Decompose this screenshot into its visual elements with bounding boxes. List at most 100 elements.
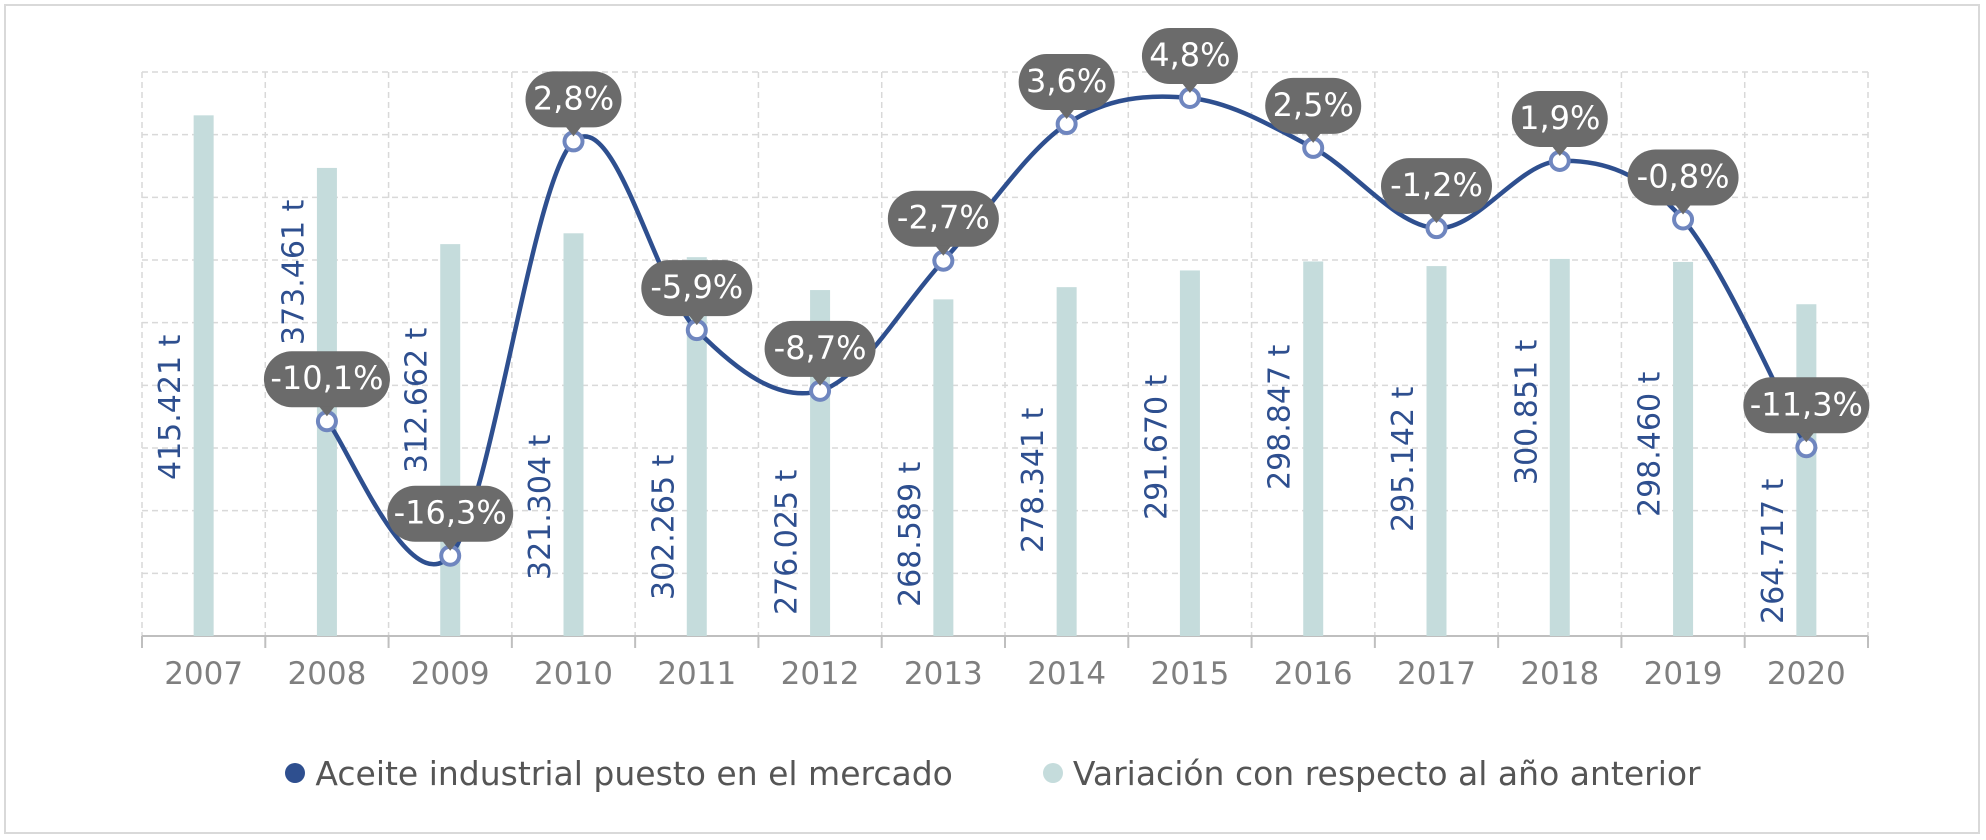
x-tick-2017: 2017 bbox=[1397, 656, 1476, 692]
callout-box-2013 bbox=[887, 190, 999, 247]
bar-2014 bbox=[1056, 287, 1077, 636]
bar-2010 bbox=[563, 233, 584, 636]
bar-label-2012: 276.025 t bbox=[770, 469, 805, 615]
callout-pointer-2014 bbox=[1058, 109, 1075, 120]
callout-label-2010: 2,8% bbox=[533, 79, 614, 117]
callout-2016: 2,5% bbox=[1265, 77, 1362, 143]
callout-box-2017 bbox=[1381, 158, 1492, 215]
callout-box-2020 bbox=[1743, 377, 1870, 434]
callout-pointer-2009 bbox=[442, 540, 459, 551]
callout-label-2019: -0,8% bbox=[1637, 158, 1730, 196]
callout-pointer-2010 bbox=[565, 126, 582, 137]
legend-marker-bars bbox=[1042, 763, 1063, 783]
bar-label-2017: 295.142 t bbox=[1386, 386, 1421, 532]
x-tick-2007: 2007 bbox=[164, 656, 243, 692]
legend-item-bars[interactable]: Variación con respecto al año anterior bbox=[1042, 753, 1701, 793]
bar-label-2020: 264.717 t bbox=[1756, 478, 1791, 624]
line-callouts: -10,1% -16,3% 2,8% -5,9% -8,7% -2,7% 3,6% 4,8% 2… bbox=[263, 28, 1870, 551]
callout-box-2010 bbox=[525, 71, 622, 128]
legend-label-bars: Variación con respecto al año anterior bbox=[1072, 753, 1701, 793]
callout-pointer-2011 bbox=[688, 315, 705, 326]
callout-2009: -16,3% bbox=[387, 485, 514, 551]
callout-pointer-2013 bbox=[935, 245, 952, 256]
x-tick-2010: 2010 bbox=[534, 656, 613, 692]
callout-pointer-2018 bbox=[1551, 145, 1568, 156]
x-tick-2013: 2013 bbox=[904, 656, 983, 692]
callout-box-2008 bbox=[263, 351, 390, 408]
bar-label-2011: 302.265 t bbox=[646, 454, 681, 600]
bar-2020 bbox=[1796, 304, 1817, 636]
callout-box-2009 bbox=[387, 485, 514, 542]
callout-box-2014 bbox=[1018, 54, 1115, 111]
bar-2018 bbox=[1549, 258, 1570, 636]
callout-box-2018 bbox=[1511, 90, 1608, 147]
bar-2016 bbox=[1303, 261, 1324, 636]
bar-label-2016: 298.847 t bbox=[1263, 344, 1298, 490]
callout-label-2011: -5,9% bbox=[650, 268, 743, 306]
x-tick-labels: 2007 2008 2009 2010 2011 2012 2013 2014 2015 2016… bbox=[164, 656, 1846, 692]
callout-label-2016: 2,5% bbox=[1273, 86, 1354, 124]
callout-label-2015: 4,8% bbox=[1149, 36, 1230, 74]
callout-label-2020: -11,3% bbox=[1750, 385, 1863, 423]
bar-label-2013: 268.589 t bbox=[893, 461, 928, 607]
callout-pointer-2019 bbox=[1675, 204, 1692, 215]
bar-label-2018: 300.851 t bbox=[1509, 339, 1544, 485]
bar-label-2014: 278.341 t bbox=[1016, 407, 1051, 553]
callout-2014: 3,6% bbox=[1018, 54, 1115, 120]
callout-label-2013: -2,7% bbox=[897, 199, 990, 237]
callout-2020: -11,3% bbox=[1743, 377, 1870, 443]
x-tick-2020: 2020 bbox=[1767, 656, 1846, 692]
callout-2011: -5,9% bbox=[641, 260, 753, 326]
bar-label-2010: 321.304 t bbox=[523, 434, 558, 580]
bar-label-2009: 312.662 t bbox=[400, 327, 435, 473]
x-tick-2016: 2016 bbox=[1274, 656, 1353, 692]
bar-2017 bbox=[1426, 266, 1447, 636]
x-tick-2015: 2015 bbox=[1150, 656, 1229, 692]
bar-2011 bbox=[686, 257, 707, 636]
callout-label-2012: -8,7% bbox=[774, 329, 867, 367]
x-tick-2012: 2012 bbox=[781, 656, 860, 692]
callout-label-2008: -10,1% bbox=[270, 359, 383, 397]
bar-2009 bbox=[440, 244, 461, 636]
x-tick-2018: 2018 bbox=[1520, 656, 1599, 692]
bar-2013 bbox=[933, 299, 954, 636]
callout-pointer-2015 bbox=[1181, 83, 1198, 94]
callout-pointer-2012 bbox=[812, 375, 829, 386]
callout-pointer-2020 bbox=[1798, 432, 1815, 443]
legend: Aceite industrial puesto en el mercado V… bbox=[0, 748, 1986, 798]
callout-label-2009: -16,3% bbox=[394, 494, 507, 532]
callout-box-2019 bbox=[1627, 149, 1739, 206]
bar-2019 bbox=[1673, 261, 1694, 636]
bar-2007 bbox=[193, 115, 214, 637]
callout-2012: -8,7% bbox=[764, 320, 876, 386]
legend-label-line: Aceite industrial puesto en el mercado bbox=[315, 753, 953, 793]
callout-2013: -2,7% bbox=[887, 190, 999, 256]
x-tick-2019: 2019 bbox=[1644, 656, 1723, 692]
callout-2017: -1,2% bbox=[1381, 158, 1492, 224]
callout-2010: 2,8% bbox=[525, 71, 622, 137]
callout-2015: 4,8% bbox=[1141, 28, 1238, 94]
bar-2015 bbox=[1179, 270, 1200, 636]
grid bbox=[141, 71, 1869, 636]
callout-label-2014: 3,6% bbox=[1026, 62, 1107, 100]
callout-2008: -10,1% bbox=[263, 351, 390, 417]
callout-pointer-2008 bbox=[318, 406, 335, 417]
bar-labels: 415.421 t 373.461 t 312.662 t 321.304 t 302.… bbox=[153, 199, 1791, 624]
bar-label-2008: 373.461 t bbox=[276, 199, 311, 345]
callout-box-2016 bbox=[1265, 77, 1362, 134]
callout-label-2017: -1,2% bbox=[1390, 166, 1483, 204]
callout-2018: 1,9% bbox=[1511, 90, 1608, 156]
callout-2019: -0,8% bbox=[1627, 149, 1739, 215]
callout-box-2012 bbox=[764, 320, 876, 377]
bars bbox=[193, 115, 1817, 637]
legend-item-line[interactable]: Aceite industrial puesto en el mercado bbox=[285, 753, 953, 793]
callout-label-2018: 1,9% bbox=[1519, 99, 1600, 137]
bar-label-2019: 298.460 t bbox=[1633, 371, 1668, 517]
legend-marker-line bbox=[285, 763, 306, 783]
x-tick-2009: 2009 bbox=[411, 656, 490, 692]
callout-box-2011 bbox=[641, 260, 753, 317]
bar-label-2015: 291.670 t bbox=[1139, 374, 1174, 520]
bar-label-2007: 415.421 t bbox=[153, 334, 188, 480]
x-tick-2008: 2008 bbox=[287, 656, 366, 692]
